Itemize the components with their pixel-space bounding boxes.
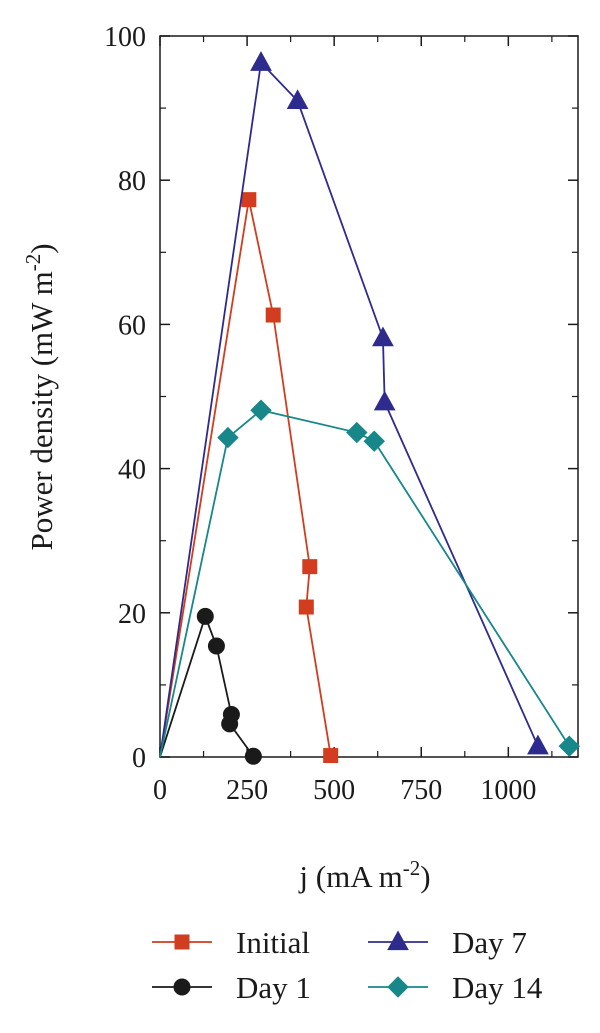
x-tick-label: 0: [153, 775, 167, 806]
series-line: [159, 409, 571, 758]
legend-item: Day 1: [152, 970, 311, 1005]
data-point-diamond: [217, 426, 239, 449]
legend-label: Initial: [236, 925, 310, 960]
data-point-triangle: [286, 89, 309, 110]
x-tick-label: 500: [313, 775, 355, 806]
legend-label: Day 1: [236, 970, 311, 1005]
y-axis-title: Power density (mW m-2): [21, 243, 59, 550]
legend-marker-diamond: [387, 976, 409, 998]
data-point-square: [298, 599, 314, 615]
data-point-circle: [207, 637, 225, 655]
legend-label: Day 7: [452, 925, 527, 960]
legend-marker-circle: [173, 978, 191, 996]
data-point-circle: [196, 607, 214, 625]
data-point-triangle: [373, 390, 396, 411]
legend: Initial Day 7 Day 1 Day 14: [152, 925, 543, 1005]
data-point-diamond: [250, 399, 272, 421]
series-line: [159, 60, 539, 758]
x-tick-label: 750: [400, 775, 442, 806]
x-tick-label: 1000: [480, 775, 536, 806]
data-point-circle: [244, 747, 262, 765]
data-point-triangle: [372, 326, 394, 347]
legend-marker-square: [174, 934, 190, 950]
x-axis-title: j (mA m-2): [298, 856, 430, 894]
series-line: [159, 199, 332, 758]
data-point-square: [323, 748, 339, 764]
series-day-7: [159, 51, 549, 758]
y-tick-label: 0: [132, 743, 146, 774]
data-point-diamond: [363, 430, 385, 452]
data-point-square: [241, 192, 257, 208]
legend-item: Day 7: [368, 925, 527, 960]
y-tick-label: 40: [118, 455, 146, 486]
data-point-triangle: [250, 51, 272, 71]
data-point-diamond: [558, 735, 580, 757]
legend-item: Initial: [152, 925, 310, 960]
y-tick-label: 100: [104, 22, 146, 53]
series-day-14: [159, 399, 580, 758]
x-tick-label: 250: [226, 775, 268, 806]
legend-item: Day 14: [368, 970, 543, 1005]
data-point-circle: [221, 715, 239, 733]
series-layer: [159, 51, 580, 765]
legend-marker-triangle: [387, 930, 409, 951]
data-point-square: [302, 559, 318, 575]
series-line: [159, 613, 255, 758]
series-initial: [159, 192, 339, 764]
data-point-square: [265, 307, 281, 323]
y-tick-label: 80: [118, 166, 146, 197]
legend-label: Day 14: [452, 970, 543, 1005]
series-day-1: [159, 607, 262, 765]
y-tick-label: 20: [118, 599, 146, 630]
y-tick-label: 60: [118, 310, 146, 341]
data-point-diamond: [346, 421, 368, 444]
data-point-triangle: [527, 734, 549, 755]
